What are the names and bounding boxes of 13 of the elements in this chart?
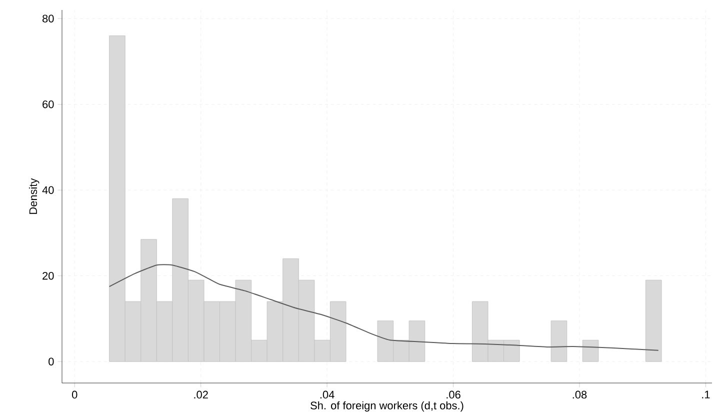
x-tick-label: 0 (72, 390, 78, 399)
y-axis-title: Density (28, 178, 40, 214)
y-tick-label: 20 (42, 272, 54, 280)
x-tick-label: .08 (572, 390, 587, 399)
x-tick-label: .04 (320, 390, 334, 399)
x-tick-label: .06 (446, 390, 460, 399)
x-tick-label: .02 (194, 390, 208, 399)
x-tick-label: .1 (702, 390, 710, 398)
y-tick-label: 40 (42, 186, 54, 194)
y-tick-label: 0 (48, 358, 54, 366)
y-tick-label: 60 (42, 100, 54, 108)
y-tick-label: 80 (42, 14, 54, 22)
x-axis-title: Sh. of foreign workers (d,t obs.) (310, 401, 464, 412)
